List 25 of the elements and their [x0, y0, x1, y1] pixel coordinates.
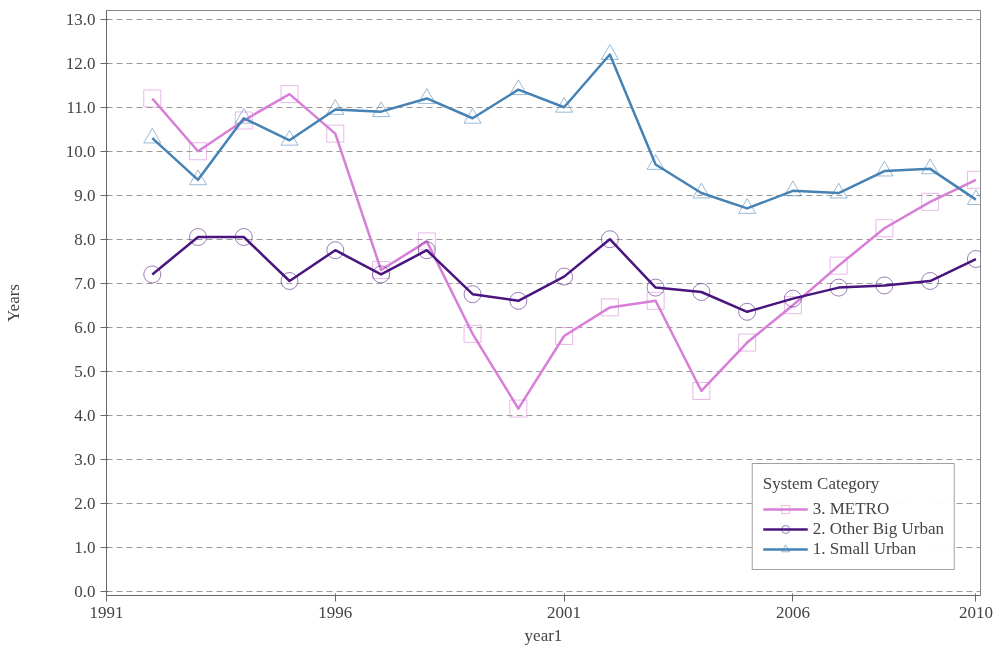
- y-tick-label: 3.0: [74, 449, 96, 469]
- y-axis-title: Years: [3, 284, 23, 322]
- y-tick-label: 9.0: [74, 185, 96, 205]
- y-tick-label: 10.0: [65, 141, 96, 161]
- x-axis-title: year1: [524, 625, 563, 645]
- y-tick-label: 12.0: [65, 53, 96, 73]
- y-tick-label: 5.0: [74, 361, 96, 381]
- y-tick-label: 0.0: [74, 581, 96, 601]
- y-tick-label: 13.0: [65, 9, 96, 29]
- legend-label: 2. Other Big Urban: [812, 519, 944, 539]
- x-tick-label: 1991: [89, 602, 124, 622]
- y-tick-label: 6.0: [74, 317, 96, 337]
- y-tick-label: 2.0: [74, 493, 96, 513]
- y-tick-label: 7.0: [74, 273, 96, 293]
- y-tick-label: 4.0: [74, 405, 96, 425]
- x-tick-label: 1996: [318, 602, 353, 622]
- x-tick-label: 2001: [547, 602, 582, 622]
- y-tick-label: 11.0: [66, 97, 96, 117]
- y-tick-label: 1.0: [74, 537, 96, 557]
- legend-title: System Category: [762, 474, 881, 494]
- legend-label: 3. METRO: [812, 499, 890, 519]
- y-tick-label: 8.0: [74, 229, 96, 249]
- x-tick-label: 2006: [775, 602, 810, 622]
- x-tick-label: 2010: [958, 602, 993, 622]
- legend-label: 1. Small Urban: [812, 539, 917, 559]
